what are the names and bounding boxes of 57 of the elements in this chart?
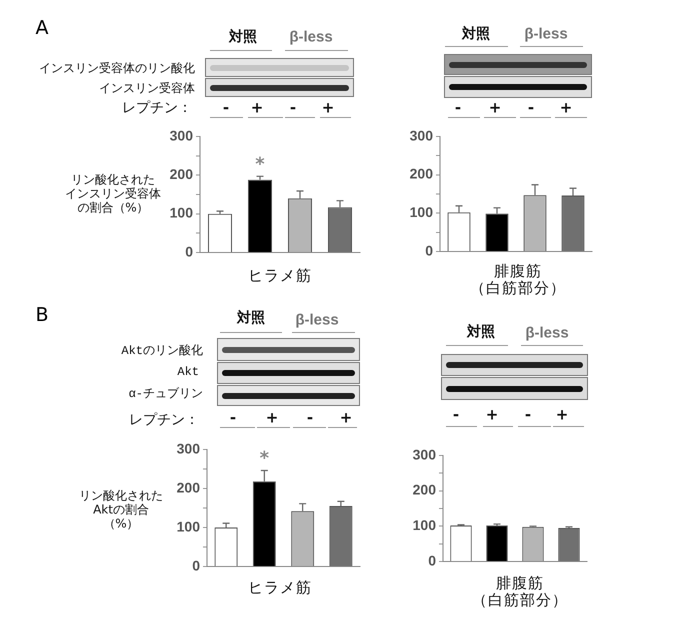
y-tick-label: 200: [170, 166, 194, 182]
text: +: [486, 405, 498, 424]
x-axis-title: 腓腹筋（白筋部分）: [470, 262, 566, 298]
text: 対照: [237, 310, 265, 326]
text: -: [230, 408, 236, 427]
text: -: [452, 405, 460, 424]
text: +: [266, 408, 278, 427]
text: インスリン受容体: [99, 81, 195, 96]
text: β-less: [295, 311, 339, 329]
y-axis-title: リン酸化されたインスリン受容体の割合（%）: [65, 172, 161, 215]
text: +: [340, 408, 352, 427]
y-tick-label: 300: [412, 446, 436, 462]
text: -: [290, 98, 296, 117]
text: レプチン：: [122, 100, 192, 116]
y-tick-label: 0: [428, 552, 436, 568]
data-label: *: [255, 154, 266, 175]
text: A: [36, 17, 48, 40]
y-tick-label: 200: [176, 479, 200, 496]
x-axis-title: 腓腹筋（白筋部分）: [472, 574, 568, 610]
text: α-チュブリン: [128, 387, 203, 402]
y-tick-label: 200: [412, 482, 436, 498]
text: -: [528, 98, 534, 117]
y-tick-label: 300: [176, 440, 200, 456]
text: -: [222, 98, 230, 117]
y-axis-title: リン酸化されたAktの割合（%）: [79, 488, 163, 531]
y-tick-label: 100: [176, 518, 200, 534]
text: 対照: [229, 28, 257, 46]
text: 対照: [462, 26, 490, 42]
y-tick-label: 100: [412, 517, 436, 534]
text: レプチン：: [129, 412, 199, 428]
y-tick-label: 100: [170, 204, 194, 221]
text: +: [556, 405, 568, 424]
y-tick-label: 200: [410, 166, 434, 182]
text: -: [524, 405, 532, 424]
y-tick-label: 300: [170, 127, 194, 144]
text: 対照: [467, 324, 495, 340]
y-tick-label: 100: [410, 204, 434, 220]
text: β-less: [525, 324, 569, 342]
x-axis-title: ヒラメ筋: [248, 578, 312, 597]
y-tick-label: 0: [185, 243, 194, 260]
text: Aktのリン酸化: [121, 344, 203, 359]
text: +: [560, 98, 572, 117]
text: +: [488, 98, 502, 117]
text: インスリン受容体のリン酸化: [39, 61, 195, 76]
text: -: [306, 408, 314, 427]
x-axis-title: ヒラメ筋: [248, 266, 312, 285]
text: B: [35, 304, 49, 327]
text: β-less: [524, 25, 568, 43]
text: +: [250, 98, 264, 117]
data-label: *: [260, 448, 270, 470]
y-tick-label: 300: [410, 127, 434, 144]
y-tick-label: 0: [192, 557, 200, 574]
text: Akt: [177, 365, 199, 380]
text: +: [322, 98, 334, 117]
text: -: [454, 98, 462, 117]
text: β-less: [289, 28, 333, 46]
y-tick-label: 0: [425, 242, 434, 258]
